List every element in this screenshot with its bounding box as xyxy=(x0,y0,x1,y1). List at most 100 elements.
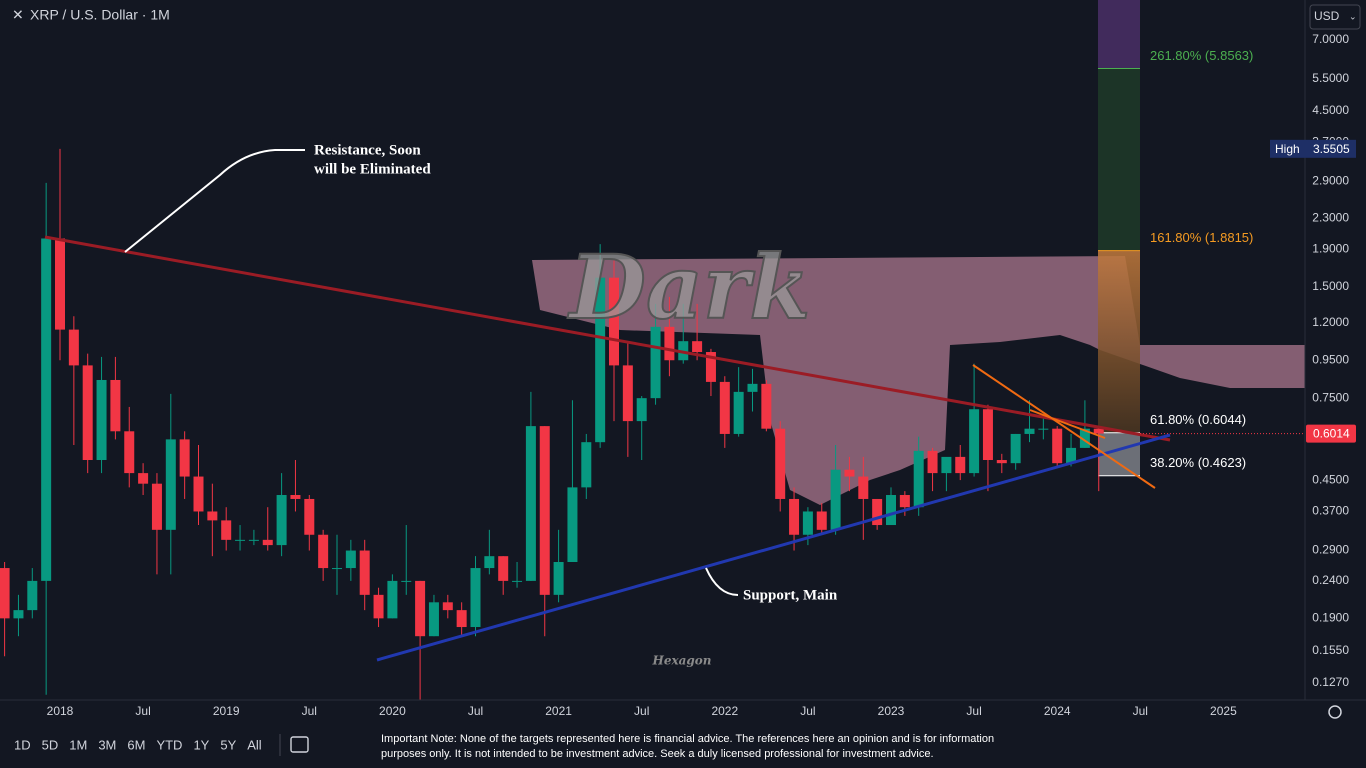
footer-note: purposes only. It is not intended to be … xyxy=(381,748,934,760)
candle-body xyxy=(428,602,439,637)
candle-body xyxy=(858,476,869,499)
candle-body xyxy=(124,431,135,474)
candle-body xyxy=(996,460,1007,464)
candle-body xyxy=(179,439,190,477)
candle-body xyxy=(802,511,813,535)
candle-body xyxy=(650,326,661,399)
candle-body xyxy=(733,391,744,434)
candle-body xyxy=(567,487,578,563)
candle-body xyxy=(747,383,758,392)
candle-body xyxy=(470,568,481,628)
range-button[interactable]: 5Y xyxy=(220,737,236,752)
candle-body xyxy=(235,539,246,541)
x-tick-label: Jul xyxy=(135,704,150,718)
range-button[interactable]: YTD xyxy=(156,737,182,752)
candle-body xyxy=(941,456,952,474)
annotation: Support, Main xyxy=(743,587,838,603)
fib-zone xyxy=(1098,68,1140,251)
y-tick-label: 0.1900 xyxy=(1312,611,1349,625)
range-button[interactable]: All xyxy=(247,737,262,752)
x-tick-label: 2023 xyxy=(878,704,905,718)
candle-body xyxy=(816,511,827,530)
candle-body xyxy=(553,562,564,595)
x-tick-label: 2020 xyxy=(379,704,406,718)
x-tick-label: Jul xyxy=(634,704,649,718)
range-button[interactable]: 1M xyxy=(69,737,87,752)
candle-body xyxy=(1093,428,1104,434)
candle-body xyxy=(456,610,467,628)
candle-body xyxy=(359,550,370,595)
candle-body xyxy=(622,365,633,422)
currency-label[interactable]: USD xyxy=(1314,9,1340,23)
x-tick-label: Jul xyxy=(468,704,483,718)
candle-body xyxy=(1066,447,1077,464)
date-range-icon[interactable] xyxy=(290,736,309,753)
close-icon[interactable]: ✕ xyxy=(12,7,24,23)
x-tick-label: Jul xyxy=(800,704,815,718)
fib-zone xyxy=(1098,250,1140,433)
candle-body xyxy=(789,498,800,535)
y-tick-label: 0.3700 xyxy=(1312,504,1349,518)
fib-label: 61.80% (0.6044) xyxy=(1150,412,1246,427)
candle-body xyxy=(484,556,495,569)
x-tick-label: 2025 xyxy=(1210,704,1237,718)
support-line xyxy=(376,433,1171,662)
range-button[interactable]: 1Y xyxy=(193,737,209,752)
y-tick-label: 4.5000 xyxy=(1312,103,1349,117)
candle-body xyxy=(27,580,38,611)
range-button[interactable]: 5D xyxy=(42,737,59,752)
candle-body xyxy=(692,341,703,353)
y-tick-label: 2.3000 xyxy=(1312,211,1349,225)
candle-body xyxy=(55,238,65,330)
candle-body xyxy=(0,568,10,619)
x-tick-label: Jul xyxy=(302,704,317,718)
candle-body xyxy=(1038,428,1049,430)
currency-button[interactable] xyxy=(1309,4,1361,30)
y-tick-label: 5.5000 xyxy=(1312,71,1349,85)
candle-body xyxy=(41,238,52,581)
y-tick-label: 0.4500 xyxy=(1312,472,1349,486)
candle-body xyxy=(138,473,149,484)
candle-body xyxy=(719,381,730,434)
range-button[interactable]: 1D xyxy=(14,737,31,752)
fib-label: 38.20% (0.4623) xyxy=(1150,455,1246,470)
plot-area xyxy=(0,0,1305,700)
toolbar: 1D 5D 1M 3M 6M YTD 1Y 5Y All xyxy=(14,737,262,752)
y-tick-label: 0.2400 xyxy=(1312,573,1349,587)
candle-body xyxy=(512,580,523,582)
pointer xyxy=(705,567,739,596)
candle-body xyxy=(969,409,980,474)
symbol-title[interactable]: XRP / U.S. Dollar · 1M xyxy=(30,7,170,23)
candle-body xyxy=(207,511,218,521)
resistance-line xyxy=(44,235,1171,442)
candle-body xyxy=(165,439,176,530)
y-tick-label: 0.1270 xyxy=(1312,675,1349,689)
settings-icon[interactable] xyxy=(1328,705,1342,719)
candle-body xyxy=(886,495,896,526)
candle-body xyxy=(609,277,619,366)
high-label: High xyxy=(1275,142,1300,156)
x-tick-label: 2019 xyxy=(213,704,240,718)
candle-body xyxy=(498,556,509,581)
candle-body xyxy=(539,426,550,595)
candle-body xyxy=(1010,433,1021,464)
candle-body xyxy=(872,498,883,526)
annotation: Resistance, Soon xyxy=(314,142,421,158)
candle-body xyxy=(318,534,329,569)
candle-body xyxy=(636,398,647,422)
range-button[interactable]: 3M xyxy=(98,737,116,752)
range-button[interactable]: 6M xyxy=(127,737,145,752)
x-tick-label: 2024 xyxy=(1044,704,1071,718)
candle-body xyxy=(525,426,536,581)
candle-body xyxy=(387,580,398,619)
y-tick-label: 2.9000 xyxy=(1312,173,1349,187)
y-tick-label: 7.0000 xyxy=(1312,32,1349,46)
y-tick-label: 1.2000 xyxy=(1312,315,1349,329)
high-value: 3.5505 xyxy=(1313,142,1350,156)
y-tick-label: 0.2900 xyxy=(1312,543,1349,557)
price-label-bg xyxy=(1306,424,1356,443)
candle-body xyxy=(830,469,841,530)
candle-body xyxy=(304,498,315,535)
dropdown-icon[interactable]: ⌄ xyxy=(1349,11,1357,21)
candle-body xyxy=(775,428,786,499)
